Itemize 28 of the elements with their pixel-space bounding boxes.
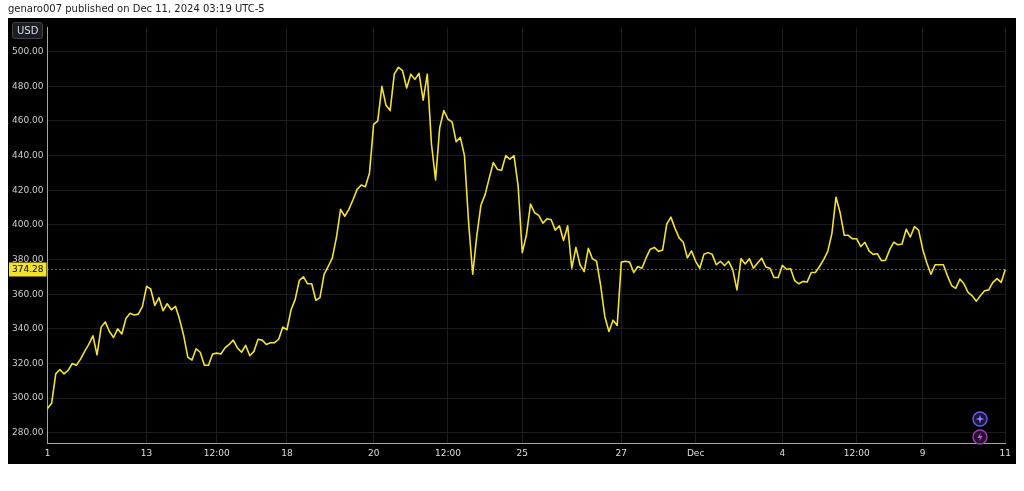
y-tick-label: 360.00 <box>11 288 44 299</box>
x-tick-label: 18 <box>281 447 293 458</box>
text: genaro007 published on Dec 11, 2024 03:19 UTC-5 <box>8 3 265 14</box>
y-tick-label: 280.00 <box>11 427 44 438</box>
y-axis-title: USD <box>12 22 44 39</box>
ref-line-label: 374.28 <box>12 263 44 274</box>
x-tick-label: 27 <box>615 447 628 458</box>
y-tick-label: 380.00 <box>11 253 44 264</box>
y-tick-label: 400.00 <box>11 219 44 230</box>
y-tick-label: 480.00 <box>11 80 44 91</box>
y-tick-label: 320.00 <box>11 357 44 368</box>
x-tick-label: 11 <box>999 447 1011 458</box>
y-tick-label: 300.00 <box>11 392 44 403</box>
y-tick-label: 420.00 <box>11 184 44 195</box>
x-tick-label: 13 <box>140 447 153 458</box>
x-tick-label: 4 <box>779 447 786 458</box>
y-tick-label: 460.00 <box>11 115 44 126</box>
y-tick-label: 340.00 <box>11 323 44 334</box>
x-tick-label: 12:00 <box>434 447 462 458</box>
x-tick-label: Dec <box>686 447 705 458</box>
x-tick-label: 9 <box>919 447 926 458</box>
x-tick-label: 20 <box>367 447 380 458</box>
x-tick-label: 25 <box>516 447 528 458</box>
x-tick-label: 12:00 <box>843 447 870 458</box>
x-tick-label: 1 <box>44 447 51 458</box>
y-tick-label: 500.00 <box>11 46 44 56</box>
x-tick-label: 12:00 <box>203 447 230 458</box>
y-tick-label: 440.00 <box>11 149 44 160</box>
